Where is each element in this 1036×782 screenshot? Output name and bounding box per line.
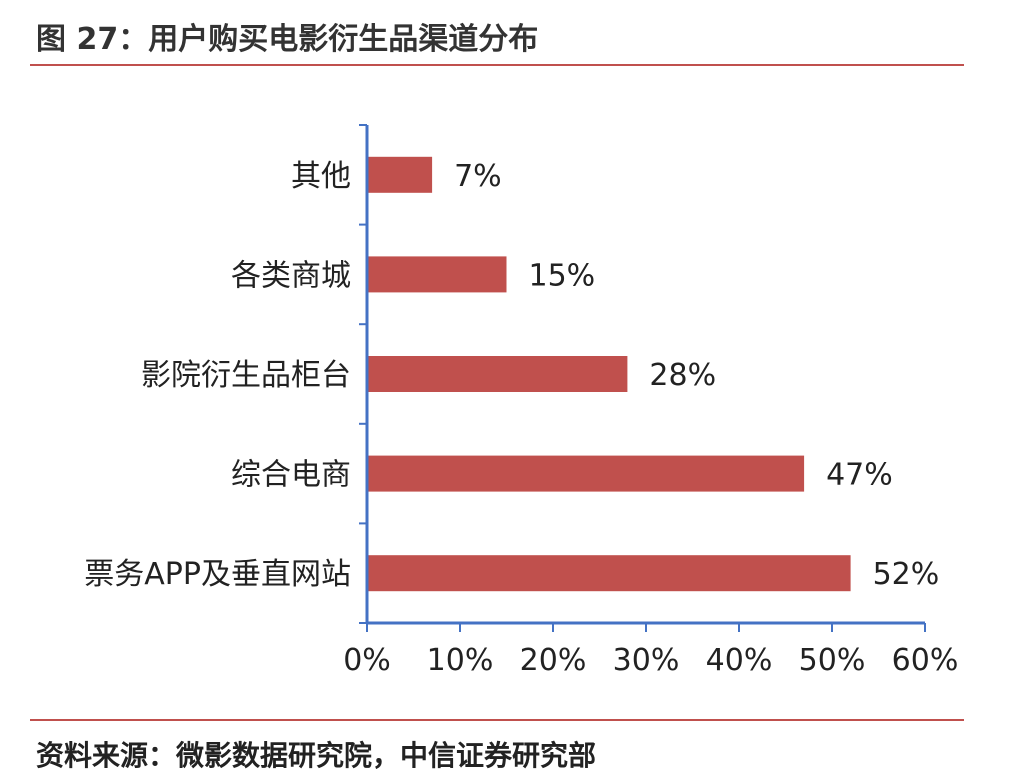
category-label: 影院衍生品柜台 bbox=[141, 358, 351, 393]
category-label: 综合电商 bbox=[231, 458, 351, 493]
value-label: 15% bbox=[529, 258, 596, 293]
footer-divider bbox=[30, 719, 964, 721]
bar bbox=[367, 455, 805, 492]
bar bbox=[367, 256, 507, 293]
x-tick-label: 10% bbox=[427, 643, 494, 678]
source-note: 资料来源：微影数据研究院，中信证券研究部 bbox=[36, 739, 597, 772]
category-label: 其他 bbox=[291, 159, 351, 194]
page-title: 图 27：用户购买电影衍生品渠道分布 bbox=[36, 22, 539, 57]
value-label: 7% bbox=[454, 159, 502, 194]
category-label: 票务APP及垂直网站 bbox=[84, 557, 351, 592]
x-tick-label: 30% bbox=[613, 643, 680, 678]
value-label: 52% bbox=[873, 557, 940, 592]
category-label: 各类商城 bbox=[231, 258, 351, 293]
bar bbox=[367, 356, 628, 392]
title-divider bbox=[30, 64, 964, 66]
value-label: 28% bbox=[649, 358, 716, 393]
value-label: 47% bbox=[826, 458, 893, 493]
x-tick-label: 40% bbox=[706, 643, 773, 678]
x-tick-label: 60% bbox=[892, 643, 959, 678]
x-tick-label: 50% bbox=[799, 643, 866, 678]
bar bbox=[367, 555, 851, 592]
bar bbox=[367, 156, 433, 193]
x-tick-label: 20% bbox=[520, 643, 587, 678]
x-tick-label: 0% bbox=[343, 643, 391, 678]
